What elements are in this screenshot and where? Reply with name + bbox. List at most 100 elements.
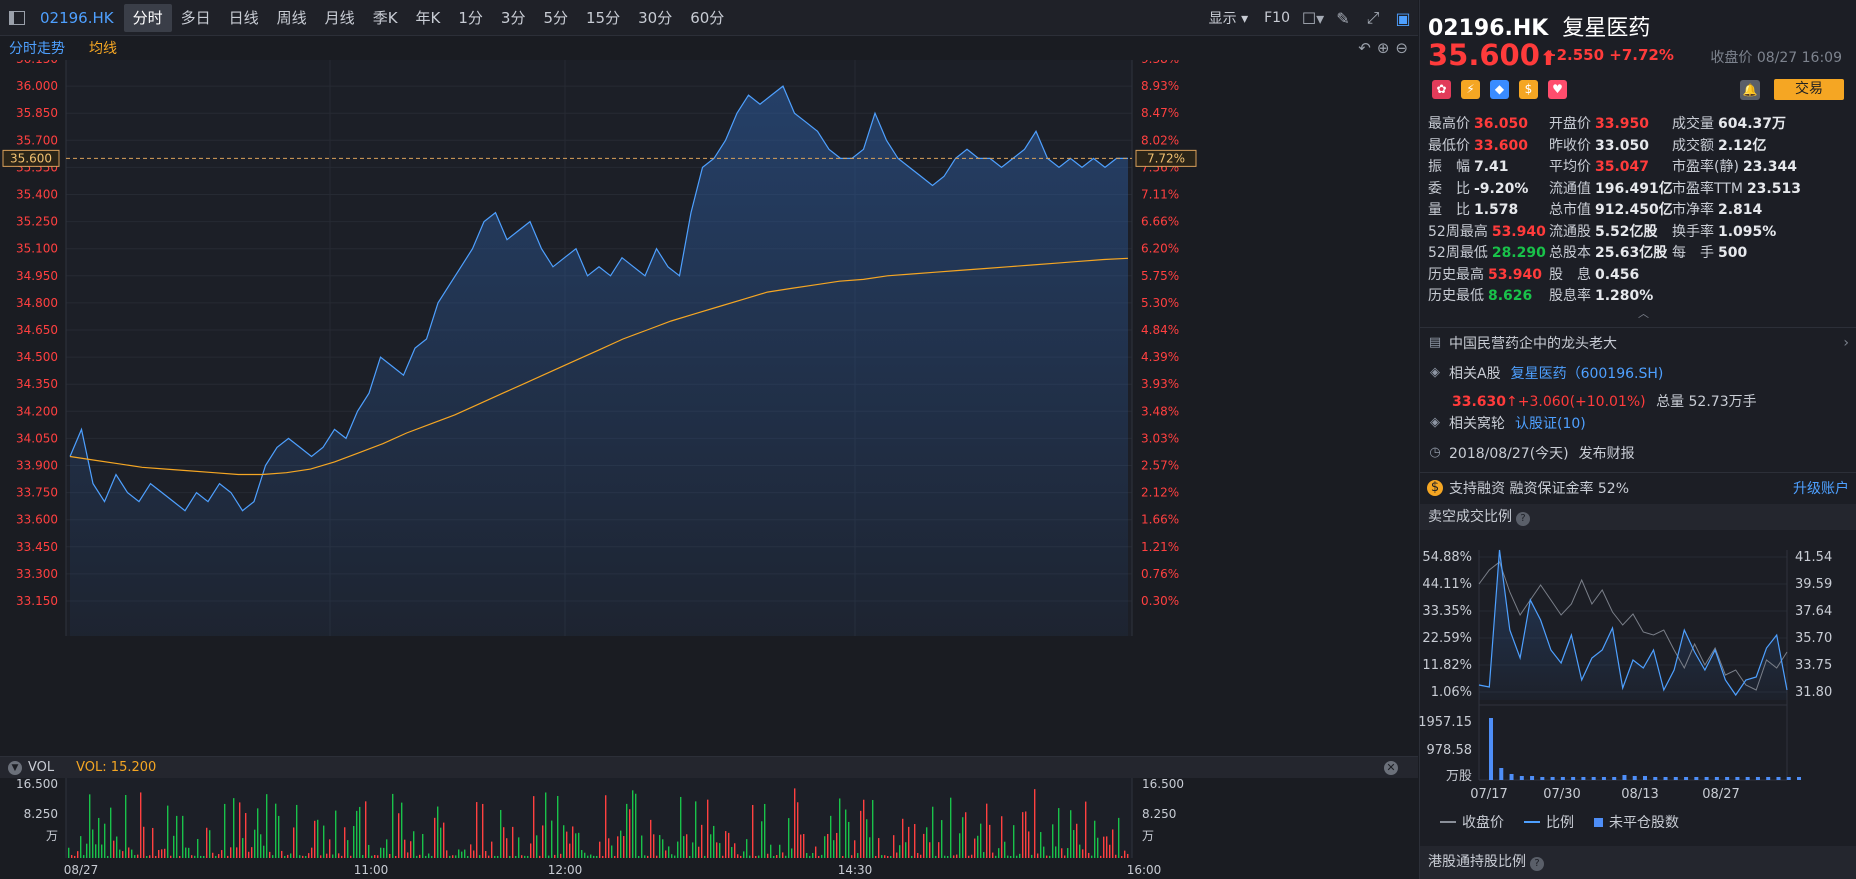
volume-bar bbox=[713, 825, 715, 858]
period-tab[interactable]: 1分 bbox=[458, 8, 483, 27]
open-interest-bar bbox=[1560, 777, 1565, 780]
chart-toolbar: 02196.HK 分时 多日 日线 周线 月线 季K 年K 1分 3分 5分 15分 30分 60分 显… bbox=[0, 0, 1418, 36]
volume-bar bbox=[233, 798, 235, 858]
sidebar-toggle-icon[interactable] bbox=[0, 0, 34, 36]
open-interest-bar bbox=[1499, 768, 1504, 780]
period-tab[interactable]: 周线 bbox=[276, 8, 307, 27]
current-pct-label: 7.72% bbox=[1147, 151, 1185, 165]
volume-bar bbox=[956, 854, 958, 858]
volume-bar bbox=[1115, 854, 1117, 858]
collapse-caret-icon[interactable]: ︿ bbox=[1638, 307, 1649, 320]
stat-value: 0.456 bbox=[1595, 266, 1640, 283]
volume-bar bbox=[1043, 846, 1045, 858]
ratio-tick: 54.88% bbox=[1422, 550, 1472, 565]
volume-bar bbox=[545, 792, 547, 858]
volume-bar bbox=[833, 840, 835, 858]
stat-item: 换手率 1.095% bbox=[1672, 221, 1776, 241]
pct-tick: 7.11% bbox=[1141, 188, 1179, 202]
zoom-in-icon[interactable]: ⊕ bbox=[1376, 39, 1390, 57]
flash-icon[interactable]: ⚡ bbox=[1461, 80, 1480, 99]
volume-bar bbox=[395, 856, 397, 858]
reset-icon[interactable]: ↶ bbox=[1358, 39, 1371, 57]
fullscreen-icon[interactable]: ⤢ bbox=[1366, 8, 1380, 27]
heart-icon[interactable]: ♥ bbox=[1548, 80, 1567, 99]
short-sell-chart[interactable]: 54.88% 41.54 44.11% 39.59 33.35% 37.64 22.59% 3… bbox=[1419, 540, 1856, 810]
volume-bar bbox=[1076, 823, 1078, 858]
help-icon[interactable]: ? bbox=[1516, 512, 1530, 526]
volume-bar bbox=[1070, 810, 1072, 858]
volume-bar bbox=[746, 839, 748, 858]
volume-bar bbox=[950, 797, 952, 858]
period-tab[interactable]: 季K bbox=[372, 8, 398, 27]
hk-flower-icon[interactable]: ✿ bbox=[1432, 80, 1451, 99]
volume-bar bbox=[377, 855, 379, 858]
volume-bar bbox=[644, 855, 646, 858]
period-tab[interactable]: 5分 bbox=[543, 8, 569, 27]
toolbar-right: 显示 ▾ F10 ☐▾ ✎ ⤢ ▣ bbox=[1201, 0, 1418, 36]
zoom-out-icon[interactable]: ⊖ bbox=[1395, 39, 1408, 57]
period-tab[interactable]: 日线 bbox=[228, 8, 259, 27]
volume-bar bbox=[251, 847, 253, 858]
volume-bar bbox=[491, 841, 493, 858]
close-icon[interactable]: ✕ bbox=[1384, 761, 1398, 775]
price-tick: 35.850 bbox=[16, 106, 58, 120]
period-tab[interactable]: 3分 bbox=[500, 8, 526, 27]
volume-bar bbox=[761, 821, 763, 858]
volume-bar bbox=[695, 801, 697, 858]
price-tick: 35.700 bbox=[16, 133, 58, 147]
volume-bar bbox=[482, 803, 484, 858]
tag-icon[interactable]: ◆ bbox=[1490, 80, 1509, 99]
volume-bar bbox=[740, 855, 742, 858]
period-tab[interactable]: 月线 bbox=[324, 8, 355, 27]
volume-bar bbox=[839, 798, 841, 858]
collapse-icon[interactable]: ▼ bbox=[8, 760, 22, 775]
stat-value: 35.047 bbox=[1595, 159, 1650, 175]
ratio-line bbox=[1478, 549, 1788, 697]
a-share-volume: 总量 52.73万手 bbox=[1656, 394, 1757, 410]
draw-pen-icon[interactable]: ✎ bbox=[1336, 8, 1350, 28]
volume-bar bbox=[350, 855, 352, 858]
close-tick: 31.80 bbox=[1795, 685, 1832, 700]
period-tab[interactable]: 60分 bbox=[690, 8, 725, 27]
display-dropdown[interactable]: 显示 ▾ bbox=[1208, 11, 1249, 27]
volume-bar bbox=[683, 836, 685, 858]
period-tab[interactable]: 分时 bbox=[123, 3, 172, 32]
volume-bar bbox=[647, 855, 649, 858]
volume-bar bbox=[908, 826, 910, 858]
warrant-link[interactable]: 认股证(10) bbox=[1515, 416, 1586, 432]
help-icon[interactable]: ? bbox=[1530, 857, 1544, 871]
chart-legend: 分时走势 均线 ↶ ⊕ ⊖ bbox=[0, 36, 1418, 60]
upgrade-account-link[interactable]: 升级账户 bbox=[1793, 480, 1849, 497]
volume-bar bbox=[986, 803, 988, 858]
volume-bar bbox=[689, 855, 691, 858]
hk-connect-title: 港股通持股比例 bbox=[1428, 854, 1526, 870]
volume-bar bbox=[560, 853, 562, 858]
period-tab[interactable]: 多日 bbox=[180, 8, 211, 27]
intraday-chart[interactable]: 36.150 9.38% 36.000 8.93% 35.850 8.47% 35.700 8… bbox=[0, 60, 1418, 756]
trade-button[interactable]: 交易 bbox=[1774, 79, 1844, 100]
stat-value: 1.095% bbox=[1718, 223, 1777, 240]
f10-button[interactable]: F10 bbox=[1264, 10, 1290, 26]
bell-icon[interactable]: 🔔 bbox=[1740, 80, 1760, 100]
layout-select-icon[interactable]: ☐▾ bbox=[1301, 8, 1325, 28]
volume-bar bbox=[845, 809, 847, 858]
stat-item: 总市值 912.450亿 bbox=[1549, 199, 1673, 219]
period-tab[interactable]: 15分 bbox=[586, 8, 621, 27]
open-interest-bar bbox=[1489, 718, 1493, 780]
dollar-icon[interactable]: $ bbox=[1519, 80, 1538, 99]
stock-code-tab[interactable]: 02196.HK bbox=[40, 8, 114, 27]
period-tab[interactable]: 30分 bbox=[638, 8, 673, 27]
stat-label: 流通值 bbox=[1549, 180, 1591, 197]
margin-row: $ 支持融资 融资保证金率 52% 升级账户 bbox=[1420, 472, 1856, 502]
panel-toggle-icon[interactable]: ▣ bbox=[1395, 8, 1411, 28]
a-share-link[interactable]: 复星医药（600196.SH) bbox=[1510, 366, 1664, 382]
company-tag-row[interactable]: ▤ 中国民营药企中的龙头老大 › bbox=[1420, 327, 1856, 357]
volume-bar bbox=[425, 855, 427, 858]
volume-bar bbox=[707, 799, 709, 858]
open-interest-bar bbox=[1643, 776, 1647, 780]
pct-tick: 9.38% bbox=[1141, 60, 1179, 66]
volume-bar bbox=[1028, 831, 1030, 858]
period-tab[interactable]: 年K bbox=[415, 8, 441, 27]
volume-chart[interactable]: 16.500 16.500 8.250 8.250 万 万 08/27 11:00 12:00 1… bbox=[0, 778, 1418, 879]
volume-bar bbox=[236, 847, 238, 858]
